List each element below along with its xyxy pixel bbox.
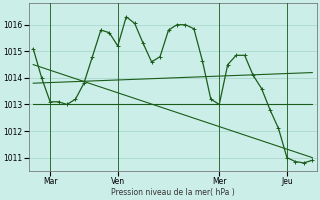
X-axis label: Pression niveau de la mer( hPa ): Pression niveau de la mer( hPa ) xyxy=(111,188,235,197)
